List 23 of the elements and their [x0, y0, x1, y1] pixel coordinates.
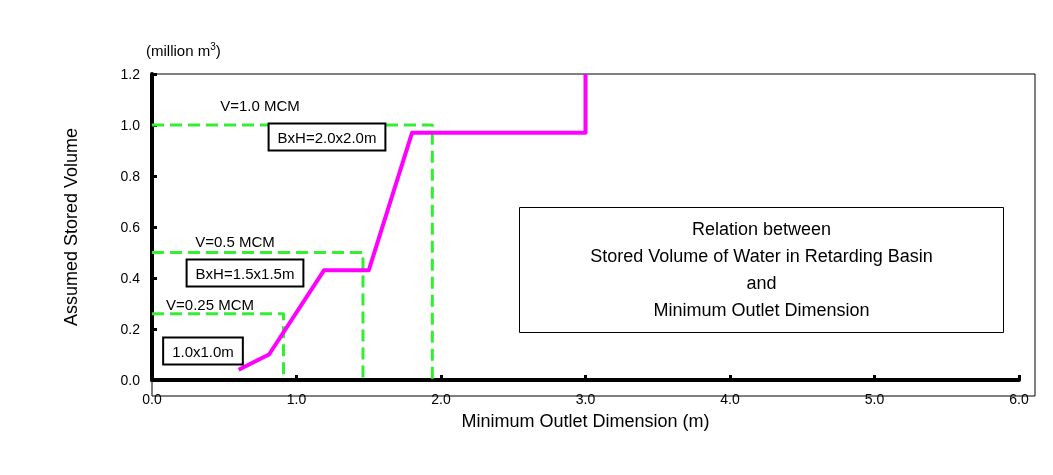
x-tick-label: 4.0	[720, 391, 740, 407]
y-axis-title: Assumed Stored Volume	[61, 127, 81, 327]
y-tick-label: 0.0	[120, 372, 141, 388]
annotation: Relation between Stored Volume of Water in Retarding Basin and Minimum Outlet Dimension	[590, 219, 933, 320]
x-axis-title: Minimum Outlet Dimension (m)	[461, 411, 710, 431]
x-tick-label: 0.0	[142, 391, 162, 407]
y-tick-label: 1.0	[120, 117, 141, 133]
annotation: BxH=2.0x2.0m	[277, 128, 377, 146]
y-tick-label: 0.6	[120, 219, 141, 235]
annotation: V=1.0 MCM	[220, 96, 300, 114]
annotation: BxH=1.5x1.5m	[195, 264, 295, 282]
y-tick-label: 0.4	[120, 270, 141, 286]
y-tick-label: 0.2	[120, 321, 141, 337]
y-tick-label: 1.2	[120, 66, 141, 82]
x-tick-label: 2.0	[431, 391, 451, 407]
x-tick-label: 1.0	[286, 391, 307, 407]
y-tick-label: 0.8	[120, 168, 141, 184]
x-tick-label: 3.0	[575, 391, 596, 407]
annotation: V=0.25 MCM	[166, 295, 254, 313]
x-tick-label: 6.0	[1009, 391, 1029, 407]
annotation: V=0.5 MCM	[195, 232, 275, 250]
x-tick-label: 5.0	[864, 391, 885, 407]
annotation: 1.0x1.0m	[172, 342, 234, 360]
